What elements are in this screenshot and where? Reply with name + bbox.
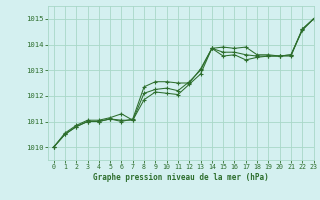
X-axis label: Graphe pression niveau de la mer (hPa): Graphe pression niveau de la mer (hPa) (93, 173, 269, 182)
